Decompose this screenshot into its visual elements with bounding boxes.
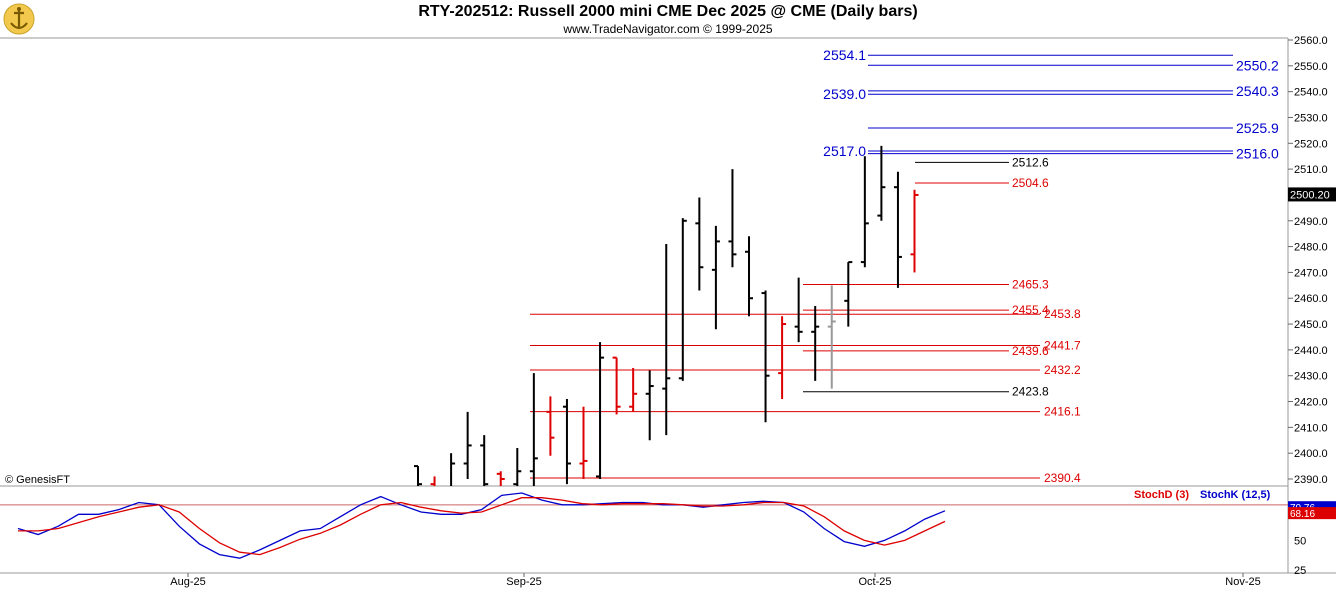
ohlc-bars <box>414 145 919 486</box>
price-tick-label: 2470.0 <box>1294 267 1328 279</box>
stoch-series-line <box>18 497 946 556</box>
level-label: 2550.2 <box>1236 57 1279 73</box>
level-label: 2423.8 <box>1012 385 1049 399</box>
level-label: 2455.4 <box>1012 303 1049 317</box>
copyright-label: © GenesisFT <box>5 474 70 486</box>
time-tick-label: Sep-25 <box>506 576 541 588</box>
price-tick-label: 2420.0 <box>1294 397 1328 409</box>
time-axis: Aug-25 Sep-25 Oct-25 Nov-25 <box>170 573 1261 588</box>
price-tick-label: 2530.0 <box>1294 112 1328 124</box>
level-label: 2517.0 <box>823 143 866 159</box>
anchor-logo-icon <box>3 3 35 35</box>
level-label: 2554.1 <box>823 47 866 63</box>
price-tick-label: 2480.0 <box>1294 242 1328 254</box>
stoch-tick-label: 25 <box>1294 565 1306 577</box>
last-price-label: 2500.20 <box>1290 189 1330 201</box>
level-label: 2465.3 <box>1012 278 1049 292</box>
stoch-series-line <box>17 492 946 559</box>
price-tick-label: 2440.0 <box>1294 345 1328 357</box>
last-price-box <box>1288 187 1336 202</box>
price-tick-label: 2540.0 <box>1294 87 1328 99</box>
time-tick-label: Nov-25 <box>1225 576 1260 588</box>
price-tick-label: 2490.0 <box>1294 216 1328 228</box>
price-tick-label: 2550.0 <box>1294 61 1328 73</box>
stoch-tick-label: 50 <box>1294 535 1306 547</box>
legend-stochk: StochK (12,5) <box>1200 489 1271 501</box>
level-label: 2390.4 <box>1044 471 1081 485</box>
level-label: 2439.6 <box>1012 344 1049 358</box>
price-tick-label: 2520.0 <box>1294 138 1328 150</box>
stoch-d-value: 68.16 <box>1290 509 1315 520</box>
time-tick-label: Oct-25 <box>858 576 891 588</box>
level-label: 2540.3 <box>1236 83 1279 99</box>
level-label: 2525.9 <box>1236 120 1279 136</box>
chart-subtitle: www.TradeNavigator.com © 1999-2025 <box>563 22 773 36</box>
level-label: 2432.2 <box>1044 363 1081 377</box>
legend-stochd: StochD (3) <box>1134 489 1189 501</box>
chart-header: RTY-202512: Russell 2000 mini CME Dec 20… <box>0 0 1336 38</box>
price-tick-label: 2400.0 <box>1294 448 1328 460</box>
level-label: 2416.1 <box>1044 405 1081 419</box>
stoch-d-value-box <box>1288 507 1336 520</box>
level-label: 2441.7 <box>1044 338 1081 352</box>
price-tick-label: 2560.0 <box>1294 35 1328 47</box>
price-tick-label: 2390.0 <box>1294 474 1328 486</box>
price-tick-label: 2510.0 <box>1294 164 1328 176</box>
price-tick-label: 2410.0 <box>1294 422 1328 434</box>
level-label: 2453.8 <box>1044 307 1081 321</box>
price-axis: 2560.0 2550.0 2540.0 2530.0 2520.0 2510.0 2500… <box>1288 35 1336 486</box>
level-label: 2539.0 <box>823 86 866 102</box>
chart-title: RTY-202512: Russell 2000 mini CME Dec 20… <box>418 3 918 20</box>
price-tick-label: 2450.0 <box>1294 319 1328 331</box>
level-label: 2516.0 <box>1236 146 1279 162</box>
price-tick-label: 2430.0 <box>1294 371 1328 383</box>
price-levels: 2554.1 2550.2 2539.0 2540.3 2525.9 2517.0 2516… <box>530 47 1279 485</box>
time-tick-label: Aug-25 <box>170 576 205 588</box>
price-tick-label: 2460.0 <box>1294 293 1328 305</box>
level-label: 2504.6 <box>1012 176 1049 190</box>
level-label: 2512.6 <box>1012 155 1049 169</box>
